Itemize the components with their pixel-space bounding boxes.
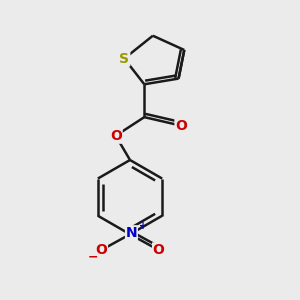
Text: +: + [139, 221, 147, 231]
Text: −: − [88, 250, 98, 264]
Text: O: O [95, 243, 107, 257]
Text: O: O [176, 119, 188, 133]
Text: N: N [126, 226, 137, 240]
Text: S: S [119, 52, 129, 66]
Text: O: O [153, 243, 164, 257]
Text: O: O [110, 129, 122, 143]
